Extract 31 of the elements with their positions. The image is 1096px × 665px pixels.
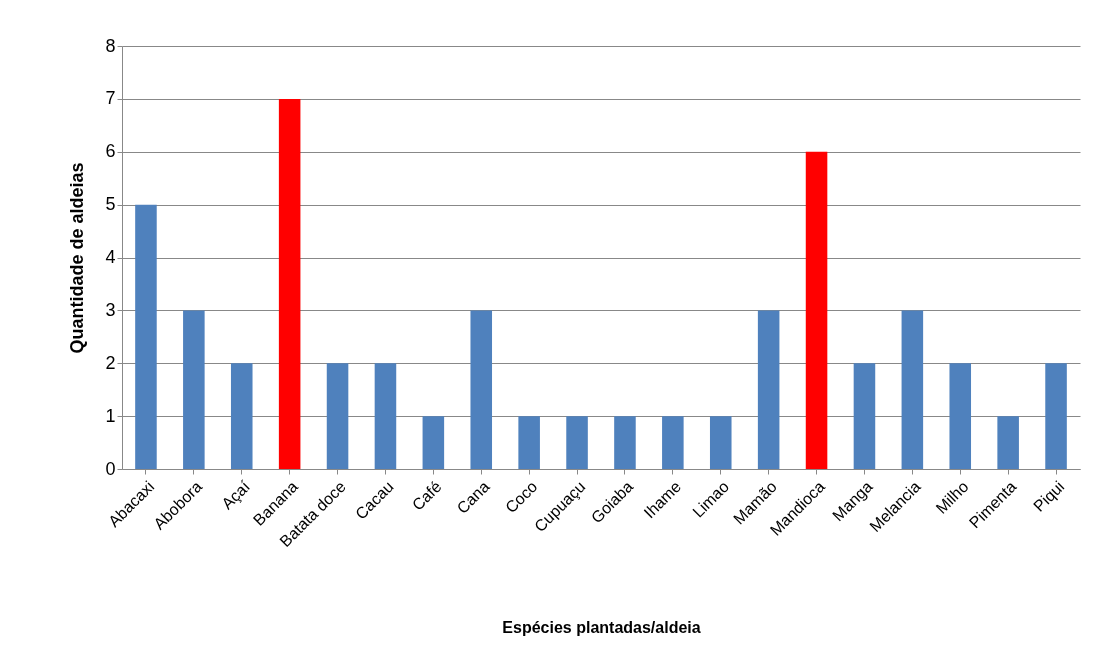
bar	[757, 310, 780, 469]
y-tick-label: 0	[105, 458, 116, 479]
y-tick-label: 6	[105, 141, 116, 162]
bar	[518, 416, 540, 469]
y-tick-label: 3	[105, 299, 116, 320]
bar	[614, 416, 636, 469]
y-tick-label: 1	[105, 405, 116, 426]
bar	[374, 363, 397, 469]
bar	[1045, 363, 1067, 469]
bar	[135, 204, 157, 469]
bar	[326, 363, 349, 469]
bar	[278, 98, 301, 469]
y-axis-title: Quantidade de aldeias	[67, 162, 88, 354]
bar	[709, 416, 732, 469]
bar	[422, 416, 445, 469]
bar	[230, 363, 253, 469]
bar	[997, 416, 1019, 469]
x-axis-title: Espécies plantadas/aldeia	[502, 619, 701, 637]
y-tick-label: 5	[105, 194, 116, 215]
bar	[566, 416, 588, 469]
y-tick-label: 4	[105, 247, 116, 267]
bar	[662, 416, 684, 469]
bar	[805, 151, 828, 469]
bar	[853, 363, 876, 469]
bar	[470, 310, 493, 469]
bar	[949, 363, 972, 469]
y-tick-label: 8	[105, 35, 116, 56]
y-tick-label: 7	[105, 88, 116, 109]
y-tick-label: 2	[105, 352, 116, 373]
bar	[901, 310, 924, 469]
bar	[183, 310, 205, 469]
